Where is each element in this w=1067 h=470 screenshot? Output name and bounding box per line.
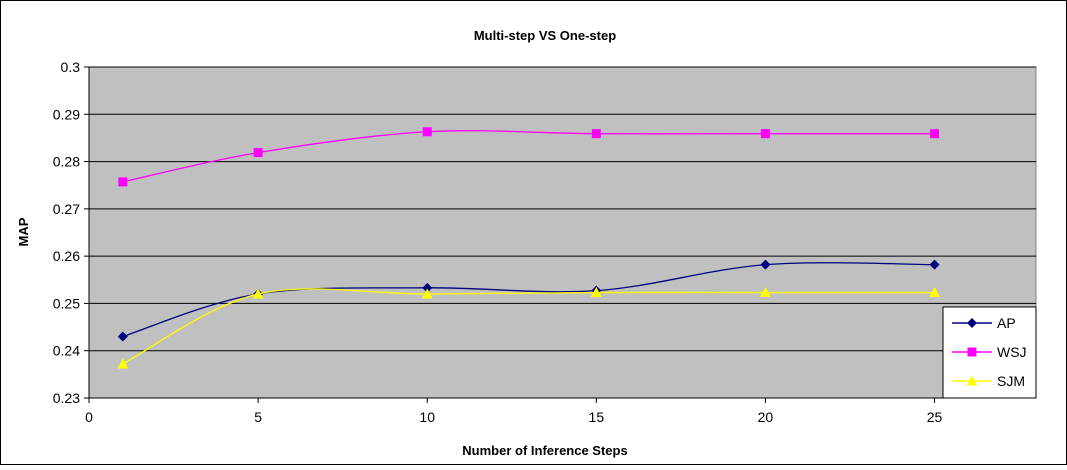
series-wsj-point bbox=[422, 127, 432, 137]
legend: AP WSJ SJM bbox=[942, 306, 1037, 399]
x-axis-title: Number of Inference Steps bbox=[462, 443, 627, 458]
x-tick-label: 20 bbox=[758, 409, 774, 425]
y-axis-title: MAP bbox=[16, 217, 31, 246]
y-tick-label: 0.27 bbox=[53, 201, 80, 217]
y-tick-label: 0.23 bbox=[53, 390, 80, 406]
series-ap-point bbox=[117, 331, 128, 342]
series-ap-point bbox=[929, 259, 940, 270]
series-wsj-point bbox=[591, 129, 601, 139]
series-wsj-point bbox=[760, 129, 770, 139]
legend-item-ap: AP bbox=[952, 315, 1016, 331]
plot-area bbox=[88, 66, 1037, 399]
series-sjm-point bbox=[590, 287, 602, 298]
legend-wsj-label: WSJ bbox=[997, 344, 1027, 360]
series-sjm-point bbox=[421, 288, 433, 299]
x-tick-label: 10 bbox=[419, 409, 435, 425]
series-wsj-point bbox=[930, 129, 940, 139]
series-sjm-point bbox=[252, 288, 264, 299]
series-wsj-point bbox=[253, 148, 263, 158]
series-wsj-point bbox=[118, 177, 128, 187]
y-tick-label: 0.24 bbox=[53, 343, 80, 359]
y-tick-label: 0.3 bbox=[61, 59, 81, 75]
legend-item-wsj: WSJ bbox=[952, 344, 1027, 360]
axes: 0.23 0.24 0.25 0.26 0.27 0.28 0.29 0.3 0 5 10 15 20 2… bbox=[53, 59, 1036, 425]
series-sjm bbox=[117, 287, 941, 369]
x-tick-label: 0 bbox=[85, 409, 93, 425]
series-sjm-point bbox=[759, 287, 771, 298]
legend-item-sjm: SJM bbox=[952, 373, 1025, 389]
series-wsj bbox=[118, 127, 940, 187]
y-tick-label: 0.26 bbox=[53, 248, 80, 264]
grid-lines bbox=[89, 66, 1036, 352]
series-sjm-point bbox=[929, 287, 941, 298]
legend-wsj-marker bbox=[967, 347, 977, 357]
series-ap-point bbox=[760, 259, 771, 270]
legend-ap-marker bbox=[967, 318, 977, 328]
legend-sjm-marker bbox=[966, 375, 978, 386]
series-sjm-point bbox=[117, 358, 129, 369]
y-tick-label: 0.25 bbox=[53, 295, 80, 311]
series-layer bbox=[117, 127, 941, 369]
series-sjm-line bbox=[122, 288, 935, 365]
legend-sjm-label: SJM bbox=[997, 373, 1025, 389]
y-tick-label: 0.28 bbox=[53, 154, 80, 170]
x-tick-label: 25 bbox=[927, 409, 943, 425]
chart-title: Multi-step VS One-step bbox=[474, 28, 616, 43]
x-tick-label: 15 bbox=[589, 409, 605, 425]
series-ap-point bbox=[422, 282, 433, 293]
x-tick-label: 5 bbox=[254, 409, 262, 425]
legend-ap-label: AP bbox=[997, 315, 1016, 331]
y-tick-label: 0.29 bbox=[53, 106, 80, 122]
